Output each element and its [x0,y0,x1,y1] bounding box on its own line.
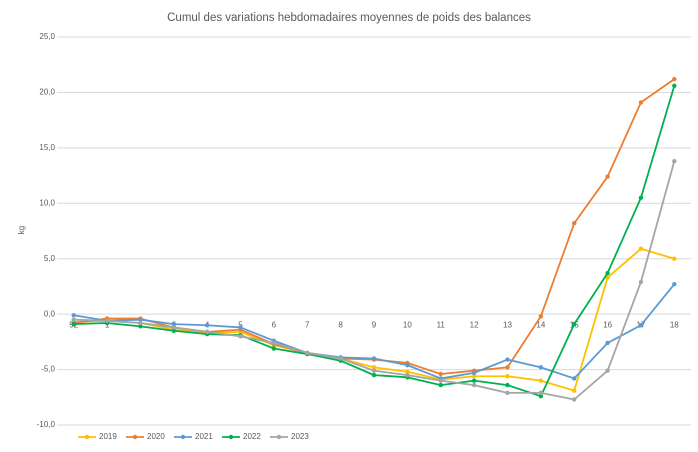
y-tick-label: -10,0 [37,420,56,429]
point [605,174,610,179]
legend-label: 2023 [291,432,309,441]
point [672,158,677,164]
legend-marker [180,434,186,440]
point [672,282,677,287]
x-tick-label: 5 [238,320,243,329]
point [505,365,510,370]
point [338,356,343,361]
point [371,372,377,378]
point [538,390,544,396]
series-line [73,160,676,401]
legend-marker [132,434,138,440]
point [638,195,644,200]
point [638,246,644,251]
point [405,362,410,368]
point [138,324,143,329]
legend-marker [276,434,282,440]
point [471,374,477,379]
point [405,372,410,378]
point [638,279,644,285]
y-tick-label: 0,0 [44,309,56,318]
point [138,320,143,326]
legend-label: 2022 [243,432,261,441]
point [572,397,577,402]
point [171,328,176,333]
point [471,370,477,376]
point [271,346,277,351]
point [71,313,76,318]
x-tick-label: 13 [503,320,512,329]
point [371,365,377,370]
point [438,371,443,377]
point [204,323,210,328]
point [238,334,243,339]
x-tick-label: 12 [470,320,479,329]
point [471,382,477,388]
point [471,378,477,383]
point [505,374,510,379]
point [505,357,510,362]
legend-label: 2020 [147,432,165,441]
point [204,329,210,335]
y-tick-label: 15,0 [39,143,55,152]
legend-label: 2019 [99,432,117,441]
point [171,321,176,327]
point [538,378,544,383]
legend-marker [228,434,234,440]
point [238,325,243,330]
legend-marker [84,434,90,440]
point [71,321,76,327]
point [605,368,610,373]
y-tick-label: 20,0 [39,88,55,97]
point [572,321,577,327]
point [572,221,577,226]
point [672,76,677,82]
x-tick-label: 18 [670,320,679,329]
point [538,365,544,370]
x-tick-label: 7 [305,320,310,329]
y-tick-label: 25,0 [39,32,55,41]
point [505,382,510,388]
point [405,369,410,374]
point [605,275,610,280]
point [505,390,510,396]
point [438,382,443,388]
point [638,323,644,328]
point [171,325,176,330]
point [605,340,610,346]
point [371,356,377,361]
point [538,393,544,399]
point [371,368,377,373]
point [638,100,644,105]
point [605,270,610,276]
point [305,350,310,356]
x-tick-label: 8 [338,320,343,329]
x-tick-label: 11 [437,320,446,329]
point [572,376,577,381]
point [672,83,677,88]
series-line [73,85,676,398]
y-tick-label: 10,0 [39,198,55,207]
point [271,340,277,346]
y-tick-label: -5,0 [41,365,55,374]
legend-label: 2021 [195,432,213,441]
point [538,314,544,319]
point [71,317,76,322]
x-tick-label: 10 [403,320,412,329]
point [672,256,677,261]
chart-title: Cumul des variations hebdomadaires moyen… [167,12,531,24]
x-tick-label: 6 [272,320,277,329]
x-tick-label: 14 [536,320,545,329]
point [438,378,443,383]
point [138,317,143,322]
x-tick-label: 16 [603,320,612,329]
point [104,318,110,323]
point [572,388,577,393]
series-line [73,283,676,380]
y-tick-label: 5,0 [44,254,56,263]
x-tick-label: 9 [372,320,377,329]
y-axis-label: kg [17,226,26,234]
